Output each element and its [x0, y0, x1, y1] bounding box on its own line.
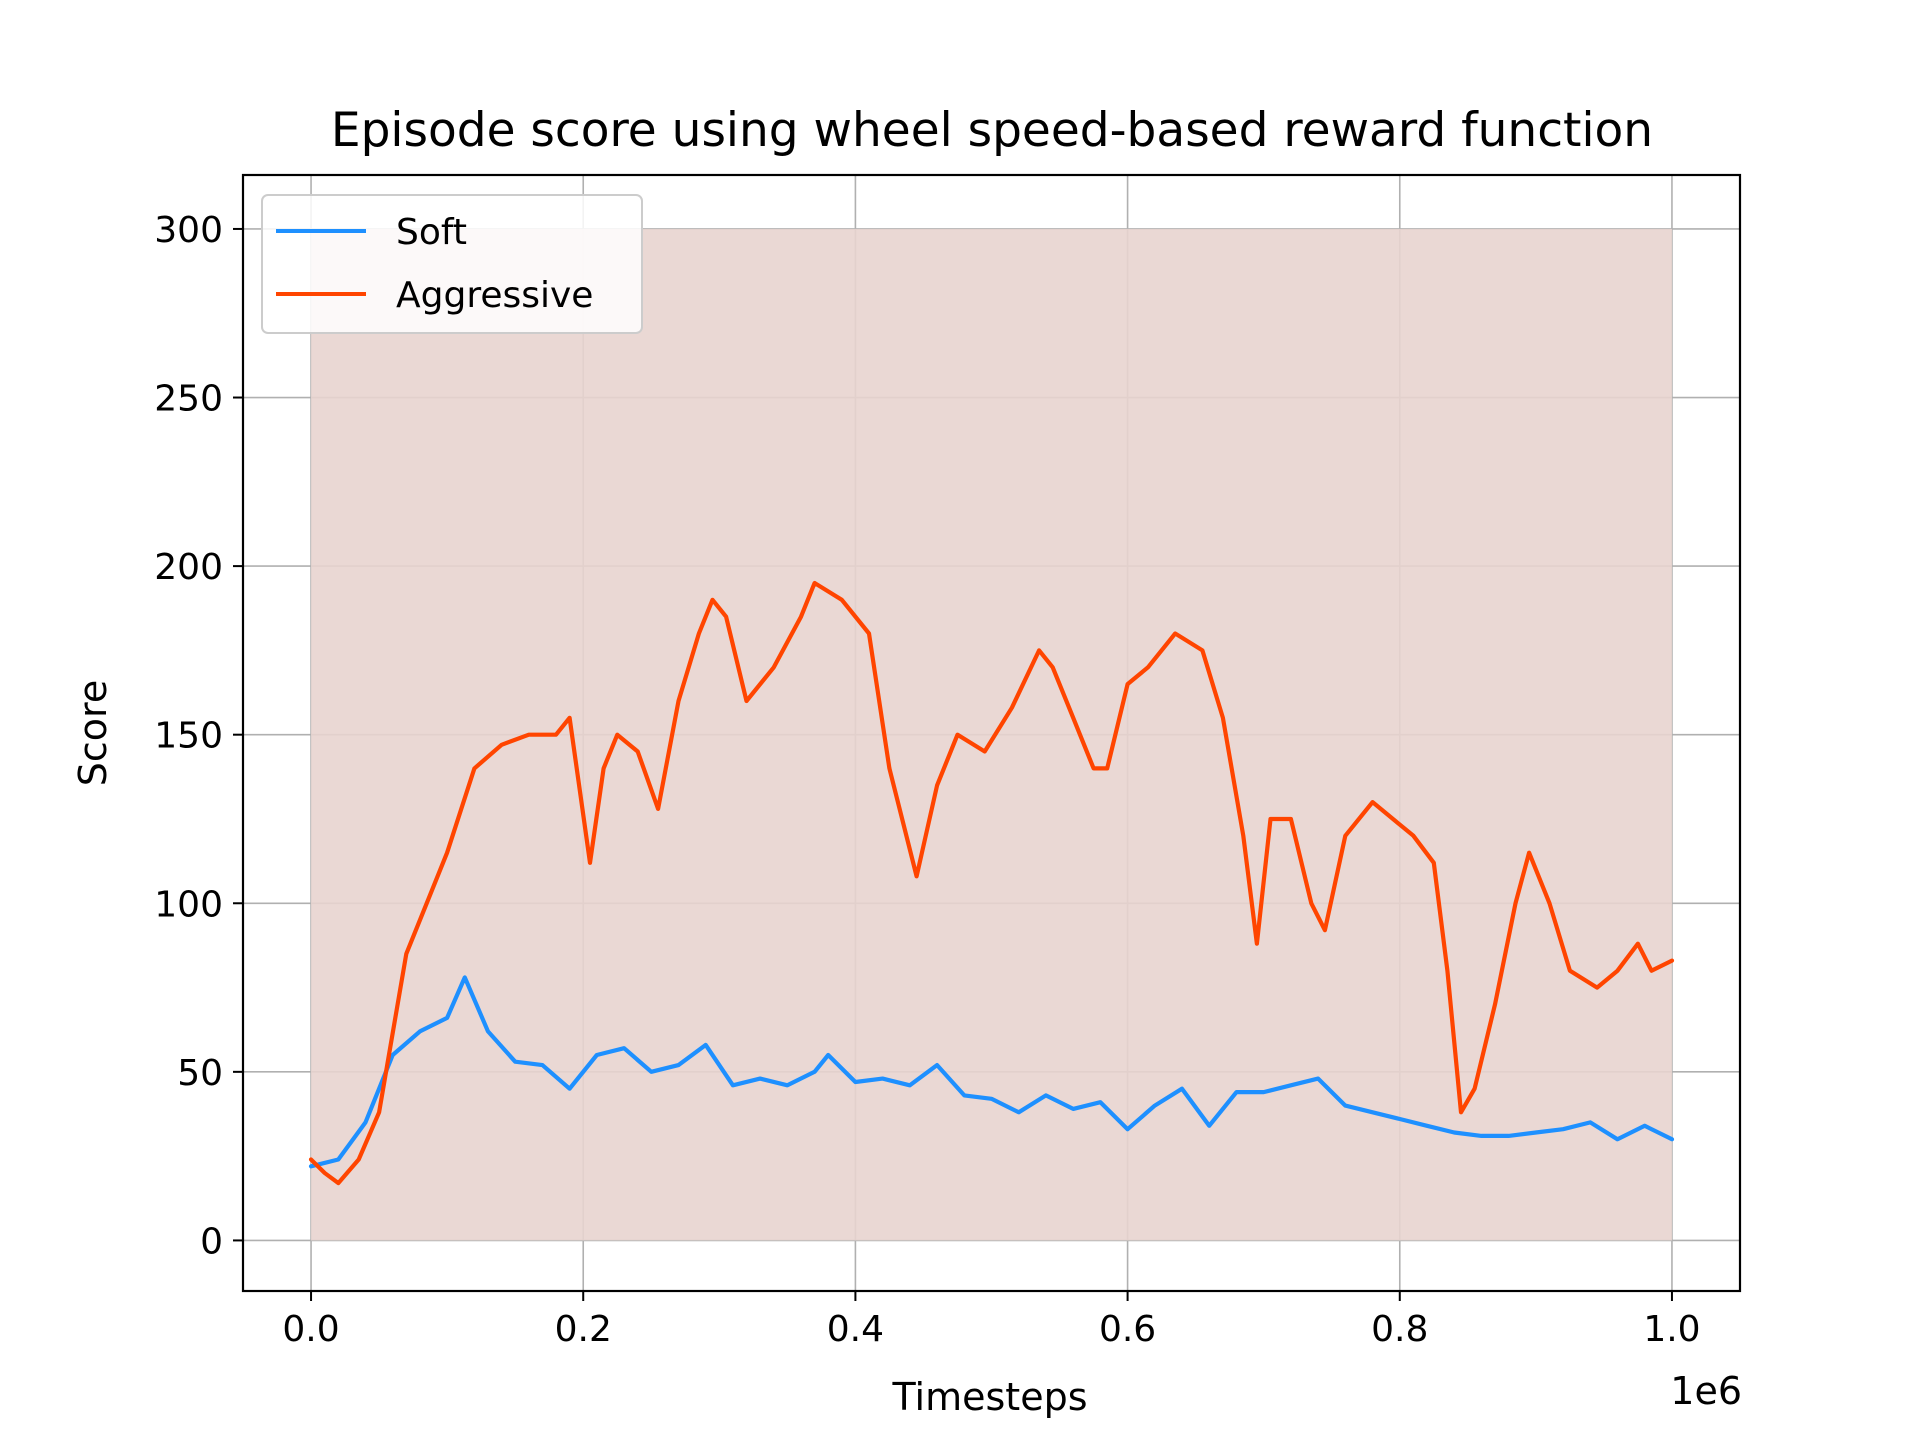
x-tick-label: 0.2 — [555, 1309, 612, 1350]
y-axis-ticks: 0 50 100 150 200 250 300 — [154, 210, 243, 1262]
x-tick-label: 1.0 — [1643, 1309, 1700, 1350]
y-tick-label: 250 — [154, 379, 223, 420]
x-axis-label: Timesteps — [892, 1375, 1088, 1419]
x-axis-ticks: 0.0 0.2 0.4 0.6 0.8 1.0 — [282, 1291, 1701, 1350]
x-tick-label: 0.6 — [1099, 1309, 1156, 1350]
series-line-aggressive — [308, 580, 1675, 1186]
y-tick-label: 200 — [154, 547, 223, 588]
raw-band-aggressive — [311, 228, 1672, 1241]
y-tick-label: 150 — [154, 716, 223, 757]
legend-label-soft: Soft — [396, 212, 467, 253]
plot-area-frame — [241, 173, 1742, 1293]
x-axis-offset-label: 1e6 — [1670, 1369, 1742, 1413]
series-lines — [308, 580, 1675, 1186]
x-tick-label: 0.0 — [282, 1309, 339, 1350]
y-tick-label: 300 — [154, 210, 223, 251]
x-tick-label: 0.8 — [1371, 1309, 1428, 1350]
y-tick-label: 0 — [200, 1221, 223, 1262]
legend: Soft Aggressive — [261, 194, 643, 334]
raw-score-bands — [311, 228, 1672, 1241]
y-tick-label: 100 — [154, 884, 223, 925]
series-line-soft — [308, 975, 1675, 1169]
x-tick-label: 0.4 — [827, 1309, 884, 1350]
legend-label-aggressive: Aggressive — [396, 275, 593, 316]
y-tick-label: 50 — [177, 1053, 223, 1094]
y-axis-label: Score — [71, 680, 115, 786]
chart-title: Episode score using wheel speed-based re… — [331, 103, 1653, 158]
